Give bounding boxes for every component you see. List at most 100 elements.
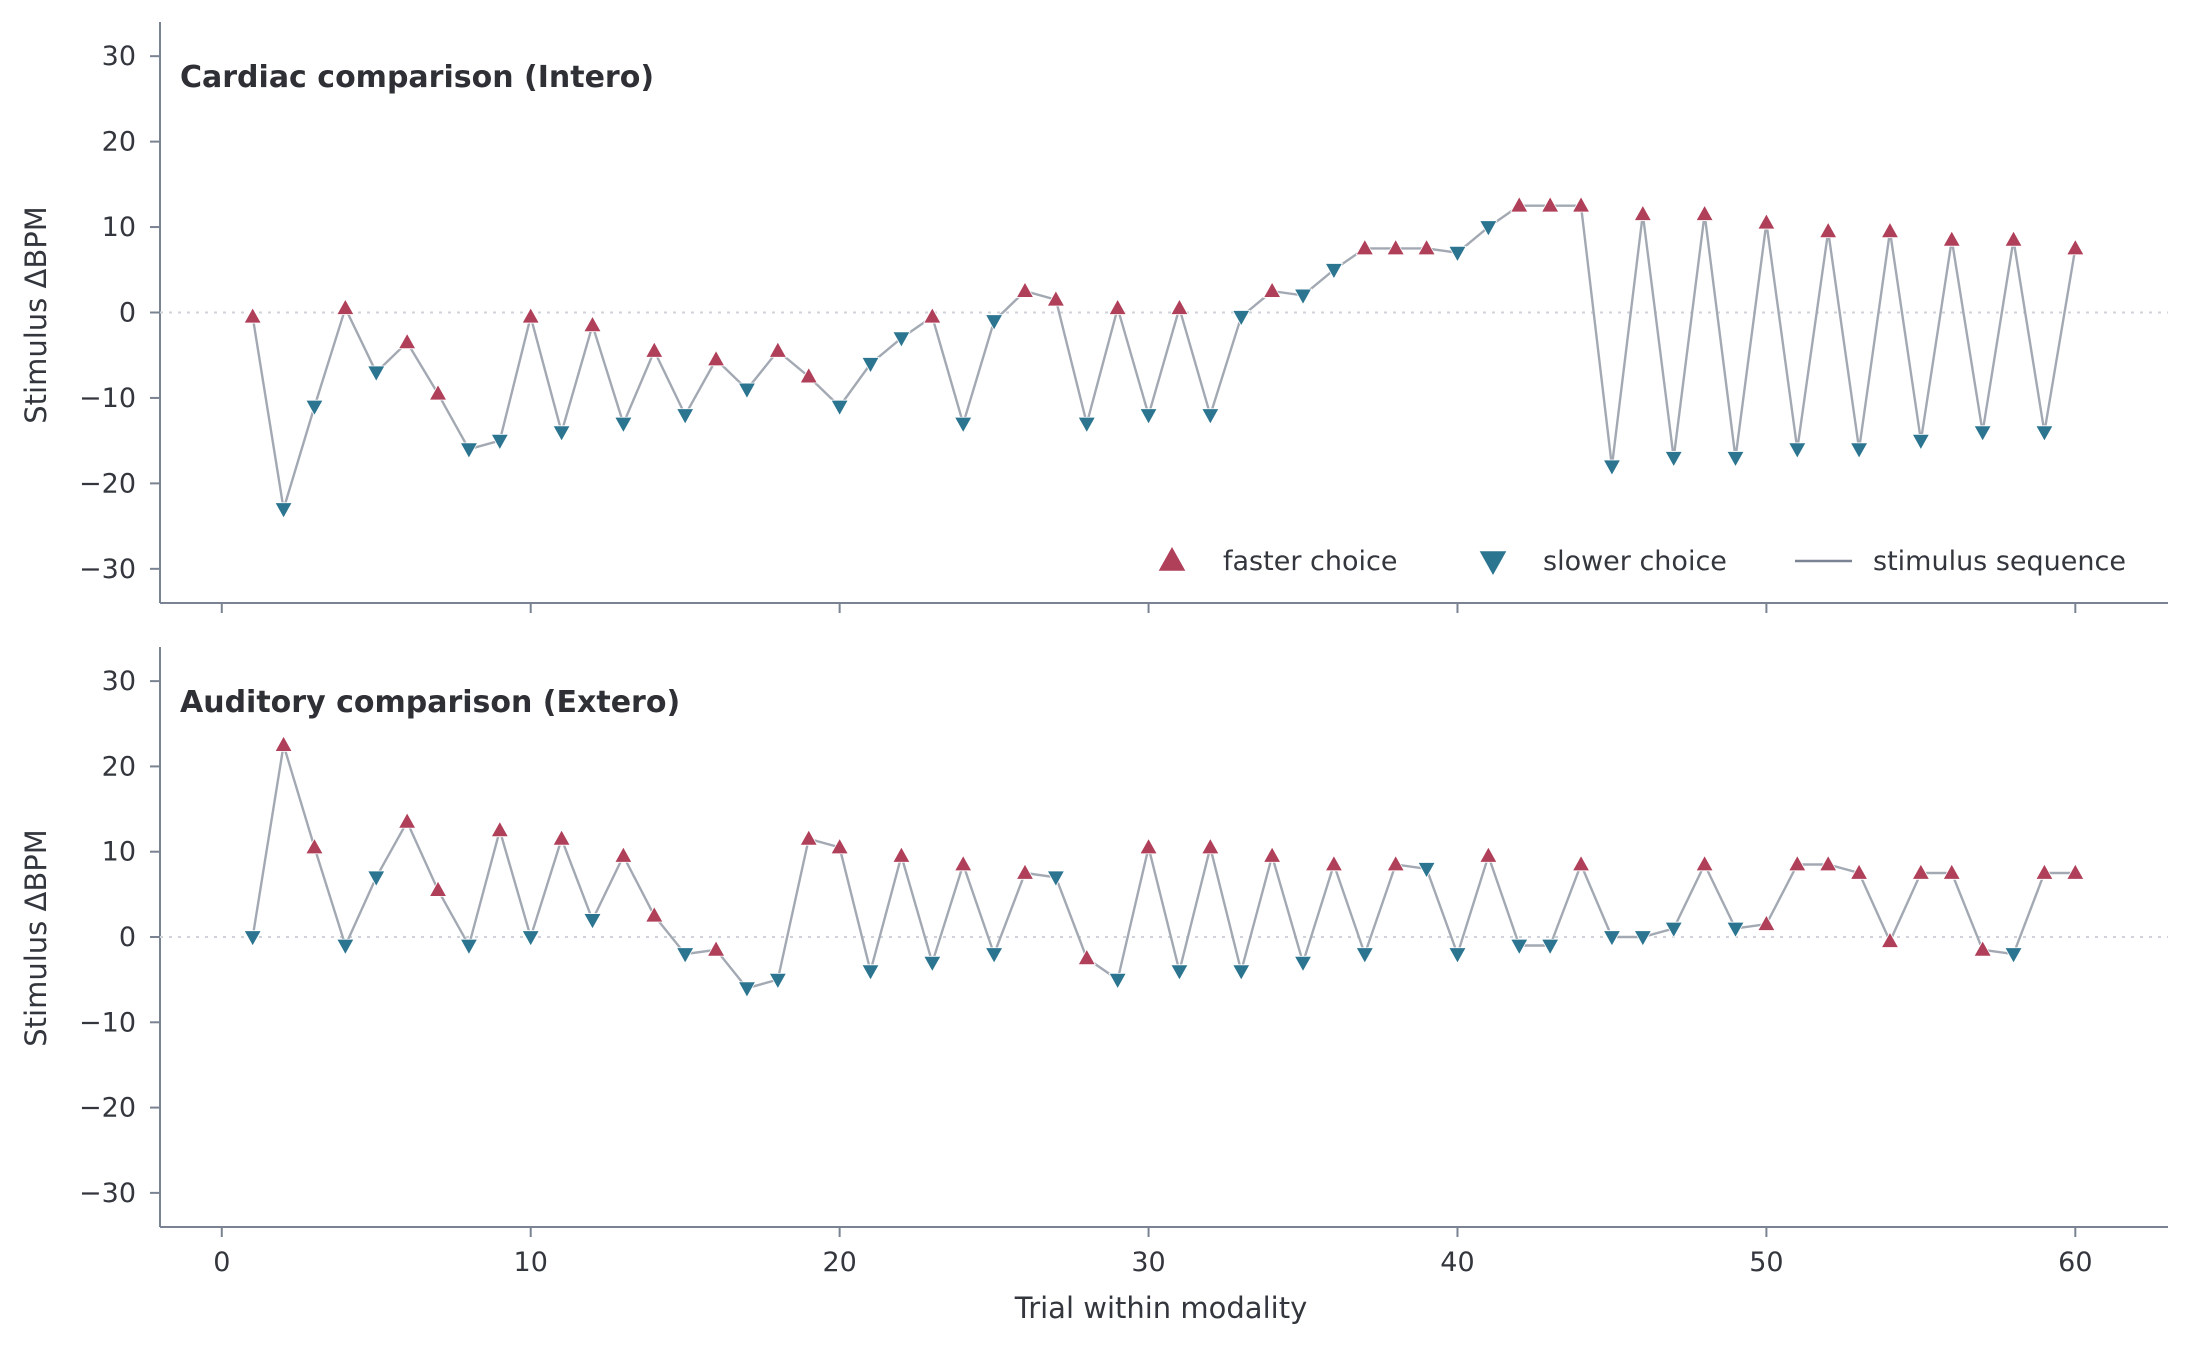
faster-choice-point	[2004, 230, 2023, 247]
slower-choice-point	[1911, 433, 1931, 451]
slower-choice-point	[1633, 930, 1653, 947]
faster-choice-point	[892, 846, 911, 863]
faster-choice-point	[1386, 854, 1405, 872]
slower-choice-point	[1726, 451, 1745, 468]
y-tick-label: 30	[102, 41, 136, 72]
faster-choice-point	[953, 854, 973, 872]
slower-choice-point	[1602, 459, 1622, 477]
faster-choice-point	[830, 837, 849, 855]
faster-choice-point	[1911, 863, 1931, 880]
slower-choice-point	[1849, 442, 1869, 460]
faster-choice-point	[1571, 854, 1591, 872]
slower-choice-point	[1664, 921, 1683, 939]
faster-choice-point	[706, 939, 726, 957]
faster-choice-point	[645, 905, 664, 923]
faster-choice-point	[521, 306, 540, 324]
faster-choice-point	[428, 880, 448, 897]
panel-cardiac: 30 20 10 0 −10 −20 −30 Cardiac comparison (Int…	[19, 22, 2168, 613]
slower-choice-point	[923, 955, 942, 973]
faster-choice-point	[1695, 854, 1714, 872]
slower-choice-point	[583, 913, 602, 930]
slower-choice-point	[1448, 947, 1467, 964]
slower-choice-point	[1077, 416, 1097, 434]
faster-choice-point	[1818, 221, 1838, 239]
faster-choice-point	[1540, 195, 1560, 213]
slower-choice-point	[1726, 921, 1745, 939]
faster-choice-point	[1355, 238, 1375, 256]
y-tick-label: 20	[102, 751, 136, 782]
slower-choice-point	[367, 365, 386, 383]
slower-choice-point	[953, 416, 973, 434]
slower-choice-point	[675, 408, 695, 425]
faster-choice-point	[1880, 221, 1900, 239]
faster-choice-point	[923, 306, 942, 324]
faster-choice-point	[1417, 238, 1436, 256]
slower-choice-point	[1448, 245, 1467, 263]
faster-choice-point	[1262, 281, 1282, 298]
slower-choice-point	[984, 314, 1004, 331]
slower-choice-point	[367, 870, 386, 888]
panel-auditory: 30 20 10 0 −10 −20 −30 0 10 20 30 40 50 60 Auditory c…	[19, 647, 2168, 1278]
faster-choice-point	[1973, 939, 1992, 957]
faster-choice-point	[1479, 846, 1498, 863]
faster-choice-point	[2066, 238, 2085, 256]
slower-choice-point	[861, 964, 880, 981]
slower-choice-point	[1973, 425, 1992, 442]
faster-choice-point	[1262, 846, 1282, 863]
faster-choice-point	[614, 846, 633, 863]
faster-choice-point	[1695, 204, 1714, 221]
slower-choice-point	[1479, 220, 1498, 237]
panel-title-auditory: Auditory comparison (Extero)	[180, 685, 680, 720]
x-tick-label: 30	[1131, 1247, 1165, 1278]
slower-choice-point	[1108, 972, 1127, 990]
slower-choice-point	[1602, 930, 1622, 947]
faster-choice-point	[1818, 854, 1838, 872]
slower-choice-point	[459, 442, 479, 460]
faster-choice-point	[1077, 948, 1097, 966]
slower-choice-point	[1201, 408, 1220, 425]
slower-choice-point	[1293, 955, 1313, 973]
legend-slower-label: slower choice	[1543, 546, 1727, 577]
x-tick-label: 10	[514, 1247, 548, 1278]
faster-choice-point	[428, 383, 448, 401]
y-tick-label: −30	[79, 1178, 136, 1209]
slower-choice-point	[768, 972, 788, 990]
x-tick-label: 50	[1749, 1247, 1783, 1278]
faster-choice-point	[305, 837, 324, 855]
y-axis-label-auditory: Stimulus ΔBPM	[19, 829, 53, 1046]
x-axis-label: Trial within modality	[1014, 1291, 1307, 1325]
faster-choice-point	[583, 315, 602, 333]
y-tick-label: 30	[102, 666, 136, 697]
panel-title-cardiac: Cardiac comparison (Intero)	[180, 60, 654, 95]
slower-choice-point	[1293, 288, 1313, 306]
y-tick-label: −10	[79, 1007, 136, 1038]
faster-choice-point	[552, 829, 571, 846]
slower-choice-point	[1788, 442, 1807, 460]
slower-choice-point	[1510, 938, 1529, 956]
faster-choice-point	[799, 829, 818, 846]
slower-choice-point	[305, 399, 324, 417]
slower-choice-point	[2035, 425, 2054, 442]
faster-choice-point	[490, 820, 510, 838]
faster-choice-point	[768, 341, 788, 358]
y-tick-label: 0	[119, 922, 136, 953]
y-tick-label: 10	[102, 212, 136, 243]
faster-choice-point	[1849, 863, 1869, 880]
x-tick-label: 20	[822, 1247, 856, 1278]
slower-choice-point	[274, 502, 293, 519]
slower-choice-point	[459, 938, 479, 956]
x-tick-label: 60	[2058, 1247, 2092, 1278]
faster-choice-point	[645, 341, 664, 358]
slower-choice-point	[243, 930, 262, 947]
faster-choice-point	[1170, 298, 1189, 315]
faster-choice-point	[397, 812, 417, 829]
y-tick-label: −20	[79, 468, 136, 499]
legend-faster-marker	[1158, 547, 1186, 571]
slower-choice-point	[830, 399, 849, 417]
legend: faster choice slower choice stimulus seq…	[1158, 546, 2126, 577]
slower-choice-point	[1139, 408, 1158, 425]
faster-choice-point	[1386, 238, 1405, 256]
slower-choice-point	[1664, 451, 1683, 468]
slower-choice-point	[521, 930, 540, 947]
